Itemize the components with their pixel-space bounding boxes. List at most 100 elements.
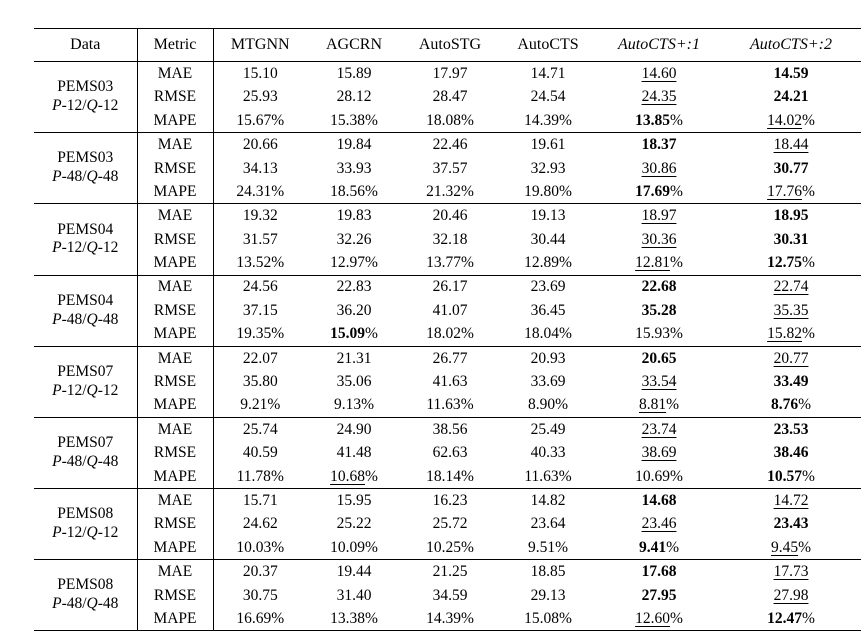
value-number: 10.68 — [330, 467, 365, 485]
metric-cell: RMSE — [137, 85, 214, 109]
table-row: PEMS03 P-12/Q-12 MAE 15.10 15.89 17.97 14.71 14… — [34, 60, 861, 133]
value-cell: 20.65 — [597, 345, 721, 371]
column-header-metric: Metric — [137, 28, 214, 62]
value-number: 33.93 — [336, 159, 372, 177]
metric-cell: MAE — [137, 559, 214, 584]
value-cell: 25.72 — [401, 512, 499, 535]
metric-cell: MAPE — [137, 464, 214, 489]
value-cell: 15.38% — [307, 109, 401, 133]
value-number: 11.63 — [524, 467, 559, 485]
value-number: 14.60 — [641, 64, 677, 82]
percent-sign: % — [669, 182, 683, 200]
percent-sign: % — [460, 467, 474, 485]
value-number: 15.89 — [336, 64, 372, 82]
metric-cell: MAPE — [137, 179, 214, 204]
value-number: 26.17 — [432, 278, 468, 296]
value-cell: 19.13 — [499, 203, 597, 228]
value-cell: 37.15 — [213, 299, 307, 322]
value-cell: 24.56 — [213, 274, 307, 299]
column-header-agcrn: AGCRN — [307, 28, 401, 62]
value-cell: 9.45% — [721, 536, 861, 560]
value-cell: 24.54 — [499, 85, 597, 108]
value-cell: 13.38% — [307, 607, 401, 631]
value-number: 9.21 — [240, 396, 268, 414]
metric-cell: MAE — [137, 274, 214, 299]
value-cell: 14.72 — [721, 488, 861, 513]
value-number: 14.39 — [426, 609, 461, 627]
value-cell: 38.69 — [597, 441, 721, 464]
value-number: 19.61 — [530, 136, 566, 154]
value-number: 28.47 — [432, 88, 468, 106]
value-number: 30.44 — [530, 230, 566, 248]
value-number: 15.67 — [236, 111, 272, 129]
value-number: 11.63 — [426, 396, 461, 414]
value-number: 31.57 — [242, 230, 278, 248]
value-cell: 35.80 — [213, 370, 307, 393]
value-cell: 12.81% — [597, 251, 721, 275]
value-cell: 30.77 — [721, 157, 861, 180]
value-cell: 14.39% — [401, 607, 499, 631]
value-cell: 24.31% — [213, 180, 307, 204]
value-number: 25.22 — [336, 515, 372, 533]
dataset-name: PEMS08 — [57, 576, 114, 594]
value-cell: 8.76% — [721, 393, 861, 417]
value-number: 19.35 — [236, 325, 272, 343]
value-number: 30.36 — [641, 230, 677, 248]
metric-cell: MAPE — [137, 393, 214, 418]
value-number: 25.49 — [530, 420, 566, 438]
value-cell: 20.66 — [213, 132, 307, 157]
value-cell: 19.35% — [213, 322, 307, 346]
value-number: 18.95 — [773, 207, 809, 225]
value-cell: 18.14% — [401, 465, 499, 489]
value-number: 27.98 — [773, 586, 809, 604]
percent-sign: % — [669, 325, 683, 343]
value-cell: 10.09% — [307, 536, 401, 560]
value-number: 15.10 — [242, 64, 278, 82]
value-cell: 38.56 — [401, 416, 499, 442]
value-number: 15.08 — [524, 609, 559, 627]
table-row: MAPE 15.67% 15.38% 18.08% 14.39% 13.85% 14.02% — [34, 108, 861, 133]
value-cell: 11.63% — [499, 465, 597, 489]
dataset-name: PEMS08 — [57, 505, 114, 523]
percent-sign: % — [801, 325, 815, 343]
value-number: 14.82 — [530, 491, 566, 509]
percent-sign: % — [798, 538, 812, 556]
value-cell: 35.06 — [307, 370, 401, 393]
percent-sign: % — [364, 325, 378, 343]
value-cell: 26.17 — [401, 274, 499, 299]
value-number: 9.51 — [527, 538, 556, 556]
value-cell: 35.28 — [597, 299, 721, 322]
percent-sign: % — [271, 111, 285, 129]
value-cell: 20.46 — [401, 203, 499, 228]
table-row: MAPE 9.21% 9.13% 11.63% 8.90% 8.81% 8.76% — [34, 393, 861, 418]
metric-cell: MAPE — [137, 108, 214, 133]
value-number: 24.56 — [242, 278, 278, 296]
dataset-name: PEMS04 — [57, 291, 114, 309]
value-number: 32.93 — [530, 159, 566, 177]
value-cell: 15.89 — [307, 61, 401, 86]
value-number: 17.97 — [432, 64, 468, 82]
percent-sign: % — [460, 609, 474, 627]
value-cell: 30.44 — [499, 228, 597, 251]
value-cell: 15.10 — [213, 61, 307, 86]
value-number: 33.49 — [773, 373, 809, 391]
value-cell: 25.22 — [307, 512, 401, 535]
value-number: 13.52 — [236, 254, 272, 272]
value-cell: 11.63% — [401, 393, 499, 417]
metric-cell: RMSE — [137, 298, 214, 323]
value-number: 35.06 — [336, 373, 372, 391]
value-number: 17.76 — [767, 182, 802, 200]
percent-sign: % — [364, 538, 378, 556]
metric-cell: MAPE — [137, 322, 214, 347]
value-number: 23.43 — [773, 515, 809, 533]
percent-sign: % — [558, 111, 572, 129]
value-number: 20.46 — [432, 207, 468, 225]
percent-sign: % — [801, 467, 815, 485]
value-number: 14.39 — [524, 111, 559, 129]
value-number: 22.83 — [336, 278, 372, 296]
value-cell: 17.68 — [597, 559, 721, 584]
value-number: 18.08 — [426, 111, 461, 129]
value-cell: 19.32 — [213, 203, 307, 228]
table-row: MAPE 19.35% 15.09% 18.02% 18.04% 15.93% 15.82% — [34, 322, 861, 347]
percent-sign: % — [801, 609, 815, 627]
